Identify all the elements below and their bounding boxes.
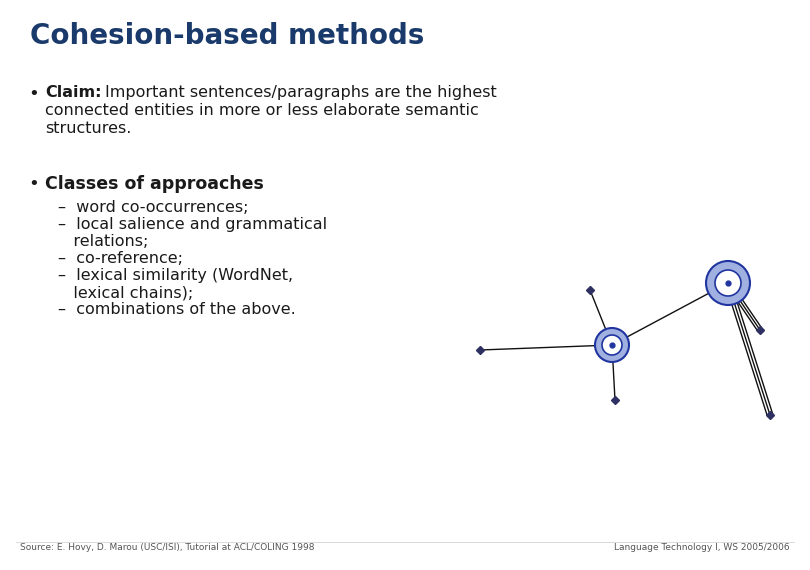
Text: Claim:: Claim:: [45, 85, 101, 100]
Circle shape: [595, 328, 629, 362]
Text: Classes of approaches: Classes of approaches: [45, 175, 264, 193]
Text: –  local salience and grammatical: – local salience and grammatical: [58, 217, 327, 232]
Text: lexical chains);: lexical chains);: [58, 285, 194, 300]
Circle shape: [706, 261, 750, 305]
Text: •: •: [28, 175, 39, 193]
Text: Cohesion-based methods: Cohesion-based methods: [30, 22, 424, 50]
Text: –  combinations of the above.: – combinations of the above.: [58, 302, 296, 317]
Text: connected entities in more or less elaborate semantic: connected entities in more or less elabo…: [45, 103, 479, 118]
Text: Important sentences/paragraphs are the highest: Important sentences/paragraphs are the h…: [105, 85, 497, 100]
Text: –  word co-occurrences;: – word co-occurrences;: [58, 200, 249, 215]
Text: Source: E. Hovy, D. Marou (USC/ISI), Tutorial at ACL/COLING 1998: Source: E. Hovy, D. Marou (USC/ISI), Tut…: [20, 543, 314, 552]
Text: relations;: relations;: [58, 234, 148, 249]
Circle shape: [602, 335, 622, 355]
Circle shape: [715, 270, 741, 296]
Text: structures.: structures.: [45, 121, 131, 136]
Text: –  co-reference;: – co-reference;: [58, 251, 183, 266]
Text: Language Technology I, WS 2005/2006: Language Technology I, WS 2005/2006: [614, 543, 790, 552]
Text: –  lexical similarity (WordNet,: – lexical similarity (WordNet,: [58, 268, 293, 283]
Text: •: •: [28, 85, 39, 103]
